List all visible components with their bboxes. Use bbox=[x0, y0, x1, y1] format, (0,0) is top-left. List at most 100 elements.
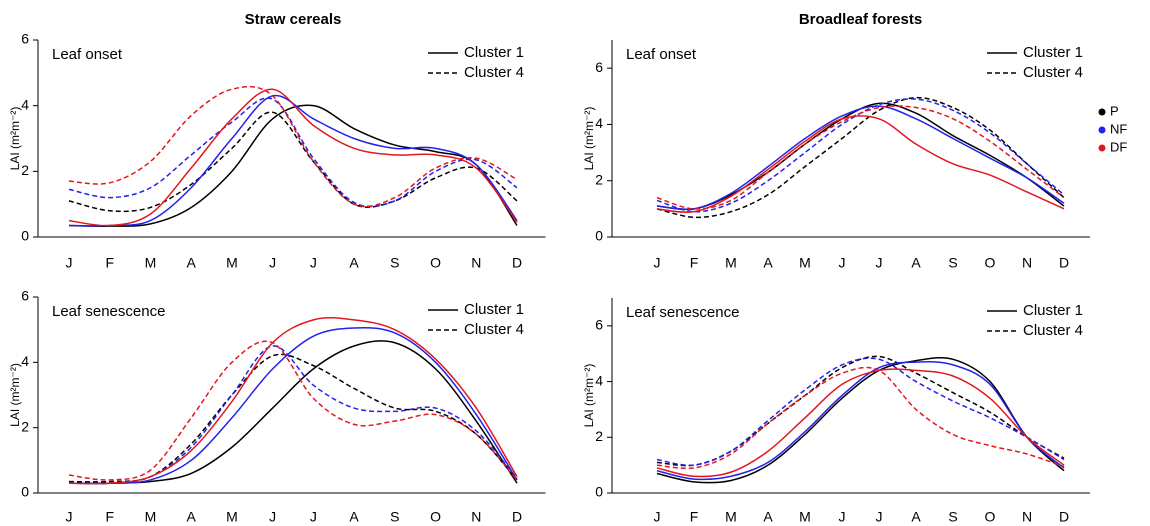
x-tick-label: M bbox=[226, 509, 238, 525]
legend-label: NF bbox=[1110, 121, 1127, 136]
x-tick-label: O bbox=[985, 255, 996, 271]
x-tick-label: M bbox=[799, 255, 811, 271]
x-tick-label: A bbox=[187, 509, 197, 525]
panel-annotation: Leaf senescence bbox=[626, 304, 739, 321]
series-line bbox=[656, 105, 1065, 211]
y-tick-label: 6 bbox=[21, 31, 29, 47]
x-tick-label: S bbox=[948, 509, 957, 525]
x-tick-label: J bbox=[269, 509, 276, 525]
series-line bbox=[68, 88, 518, 227]
x-tick-label: J bbox=[310, 255, 317, 271]
y-tick-label: 2 bbox=[21, 162, 29, 178]
x-tick-label: O bbox=[430, 255, 441, 271]
legend-marker bbox=[1098, 126, 1106, 134]
chart-title: Straw cereals bbox=[245, 11, 342, 28]
x-tick-label: O bbox=[430, 509, 441, 525]
y-tick-label: 0 bbox=[21, 228, 29, 244]
y-axis-label: LAI (m²m⁻²) bbox=[582, 107, 596, 171]
legend-label: Cluster 4 bbox=[464, 64, 524, 81]
legend-label: DF bbox=[1110, 139, 1127, 154]
y-tick-label: 4 bbox=[595, 115, 603, 131]
y-tick-label: 6 bbox=[595, 59, 603, 75]
x-tick-label: S bbox=[390, 509, 399, 525]
x-tick-label: N bbox=[471, 255, 481, 271]
series-line bbox=[656, 102, 1065, 211]
x-tick-label: D bbox=[1059, 255, 1069, 271]
legend-label: Cluster 1 bbox=[1023, 44, 1083, 61]
series-line bbox=[68, 97, 518, 208]
chart-title: Broadleaf forests bbox=[799, 11, 922, 28]
legend-label: Cluster 4 bbox=[1023, 64, 1083, 81]
x-tick-label: M bbox=[226, 255, 238, 271]
y-tick-label: 4 bbox=[21, 353, 29, 369]
y-tick-label: 6 bbox=[595, 317, 603, 333]
x-tick-label: M bbox=[145, 255, 157, 271]
y-tick-label: 2 bbox=[595, 171, 603, 187]
legend-label: Cluster 1 bbox=[464, 301, 524, 318]
x-tick-label: J bbox=[839, 255, 846, 271]
legend-marker bbox=[1098, 108, 1106, 116]
legend-label: Cluster 1 bbox=[464, 44, 524, 61]
series-line bbox=[656, 105, 1065, 210]
x-tick-label: A bbox=[763, 255, 773, 271]
x-tick-label: A bbox=[349, 509, 359, 525]
legend-label: P bbox=[1110, 103, 1119, 118]
legend-marker bbox=[1098, 144, 1106, 152]
series-line bbox=[68, 104, 518, 227]
y-axis-label: LAI (m²m⁻²) bbox=[8, 107, 22, 171]
x-tick-label: J bbox=[269, 255, 276, 271]
x-tick-label: J bbox=[654, 509, 661, 525]
y-axis-label: LAI (m²m⁻²) bbox=[582, 364, 596, 428]
series-line bbox=[68, 353, 518, 483]
series-line bbox=[68, 85, 518, 208]
x-tick-label: F bbox=[690, 255, 699, 271]
x-tick-label: F bbox=[105, 255, 114, 271]
series-line bbox=[656, 361, 1065, 481]
x-tick-label: D bbox=[512, 255, 522, 271]
panel-annotation: Leaf senescence bbox=[52, 303, 165, 320]
series-line bbox=[656, 356, 1065, 484]
y-tick-label: 4 bbox=[21, 96, 29, 112]
x-tick-label: F bbox=[690, 509, 699, 525]
series-line bbox=[68, 340, 518, 485]
y-tick-label: 0 bbox=[595, 484, 603, 500]
x-tick-label: J bbox=[66, 509, 73, 525]
series-line bbox=[68, 111, 518, 213]
legend-label: Cluster 4 bbox=[464, 321, 524, 338]
x-tick-label: J bbox=[310, 509, 317, 525]
x-tick-label: N bbox=[471, 509, 481, 525]
x-tick-label: M bbox=[799, 509, 811, 525]
x-tick-label: F bbox=[105, 509, 114, 525]
x-tick-label: M bbox=[145, 509, 157, 525]
series-line bbox=[68, 340, 518, 481]
panel-annotation: Leaf onset bbox=[626, 46, 697, 63]
x-tick-label: D bbox=[1059, 509, 1069, 525]
y-tick-label: 2 bbox=[595, 428, 603, 444]
x-tick-label: N bbox=[1022, 255, 1032, 271]
x-tick-label: A bbox=[763, 509, 773, 525]
x-tick-label: O bbox=[985, 509, 996, 525]
y-tick-label: 0 bbox=[595, 228, 603, 244]
x-tick-label: J bbox=[876, 509, 883, 525]
y-axis-label: LAI (m²m⁻²) bbox=[8, 363, 22, 427]
legend-label: Cluster 1 bbox=[1023, 302, 1083, 319]
x-tick-label: M bbox=[725, 255, 737, 271]
series-line bbox=[656, 96, 1065, 219]
x-tick-label: J bbox=[66, 255, 73, 271]
x-tick-label: J bbox=[654, 255, 661, 271]
y-tick-label: 0 bbox=[21, 484, 29, 500]
legend-label: Cluster 4 bbox=[1023, 322, 1083, 339]
x-tick-label: A bbox=[911, 509, 921, 525]
series-line bbox=[68, 327, 518, 485]
series-line bbox=[656, 115, 1065, 213]
x-tick-label: N bbox=[1022, 509, 1032, 525]
x-tick-label: J bbox=[876, 255, 883, 271]
x-tick-label: A bbox=[911, 255, 921, 271]
series-line bbox=[68, 317, 518, 485]
x-tick-label: S bbox=[390, 255, 399, 271]
series-line bbox=[68, 94, 518, 227]
x-tick-label: S bbox=[948, 255, 957, 271]
x-tick-label: A bbox=[187, 255, 197, 271]
series-line bbox=[656, 368, 1065, 478]
